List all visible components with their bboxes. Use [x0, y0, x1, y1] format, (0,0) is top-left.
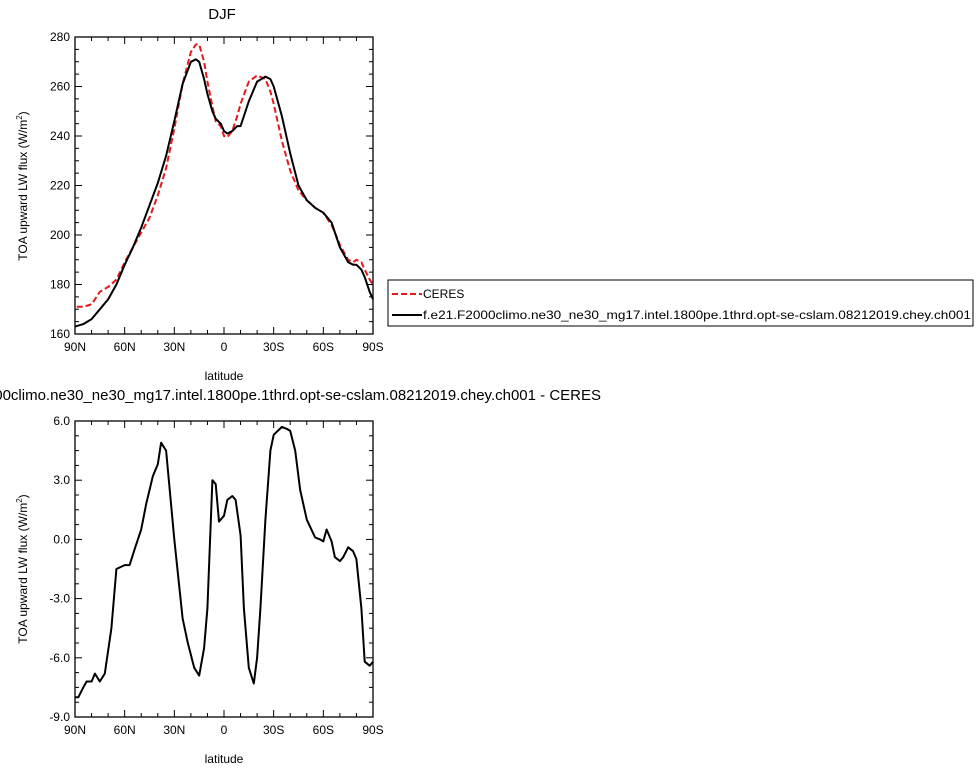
bottom-xtick-label: 60N: [114, 723, 136, 737]
top-panel-xlabel: latitude: [205, 369, 244, 383]
top-ytick-label: 220: [50, 179, 70, 193]
bottom-xtick-label: 90N: [64, 723, 86, 737]
bottom-xtick-label: 90S: [362, 723, 383, 737]
bottom-panel: f.e21.F2000climo.ne30_ne30_mg17.intel.18…: [0, 387, 601, 766]
bottom-panel-xlabel: latitude: [205, 752, 244, 766]
bottom-ytick-label: -9.0: [49, 710, 70, 724]
legend-model-label: f.e21.F2000climo.ne30_ne30_mg17.intel.18…: [423, 308, 971, 322]
top-panel-ylabel-end: ): [16, 111, 30, 115]
top-xtick-label: 90S: [362, 340, 383, 354]
bottom-ytick-label: -3.0: [49, 592, 70, 606]
top-ytick-label: 200: [50, 228, 70, 242]
bottom-ytick-label: -6.0: [49, 651, 70, 665]
bottom-panel-ylabel-main: TOA upward LW flux (W/m: [16, 503, 30, 644]
bottom-ytick-label: 6.0: [53, 414, 70, 428]
bottom-panel-series: [75, 425, 374, 699]
top-series-line-0: [76, 43, 374, 308]
top-panel-ylabel-main: TOA upward LW flux (W/m: [16, 120, 30, 261]
top-ytick-label: 260: [50, 80, 70, 94]
top-panel-ylabel-sup: 2: [15, 115, 24, 120]
legend-box: [387, 279, 974, 327]
top-xtick-label: 30N: [163, 340, 185, 354]
top-xtick-label: 90N: [64, 340, 86, 354]
top-ytick-label: 180: [50, 278, 70, 292]
bottom-panel-plot-frame: [74, 420, 374, 718]
bottom-xtick-label: 30N: [163, 723, 185, 737]
legend-ceres-label: CERES: [423, 287, 464, 301]
bottom-xtick-label: 0: [221, 723, 228, 737]
bottom-panel-title: f.e21.F2000climo.ne30_ne30_mg17.intel.18…: [0, 387, 601, 404]
top-ytick-label: 280: [50, 30, 70, 44]
bottom-panel-ylabel: TOA upward LW flux (W/m2): [15, 494, 30, 643]
bottom-panel-ylabel-end: ): [16, 494, 30, 498]
top-panel-series: [74, 43, 374, 328]
top-ytick-label: 240: [50, 129, 70, 143]
bottom-xtick-label: 60S: [313, 723, 334, 737]
bottom-ytick-label: 0.0: [53, 532, 70, 546]
top-series-line-1: [74, 58, 374, 328]
top-panel-plot-frame: [74, 36, 374, 335]
bottom-series-line-0: [75, 425, 374, 699]
top-xtick-label: 0: [221, 340, 228, 354]
top-xtick-label: 60S: [313, 340, 334, 354]
top-panel-ylabel: TOA upward LW flux (W/m2): [15, 111, 30, 260]
top-ytick-label: 160: [50, 327, 70, 341]
bottom-xtick-label: 30S: [263, 723, 284, 737]
top-panel-title: DJF: [208, 6, 236, 23]
bottom-panel-ylabel-sup: 2: [15, 498, 24, 503]
bottom-panel-ticks: 90N 60N 30N 0 30S 60S 90S -9.0 -6.0 -3.0 0.0 3.0 6.0: [49, 414, 383, 737]
legend: CERES f.e21.F2000climo.ne30_ne30_mg17.in…: [387, 279, 974, 327]
top-panel-ticks: 90N 60N 30N 0 30S 60S 90S 160 180 200 220 240 260 280: [50, 30, 384, 354]
top-xtick-label: 30S: [263, 340, 284, 354]
bottom-ytick-label: 3.0: [53, 473, 70, 487]
top-panel: DJF 90N 60N 30N 0 30S 60S 90S 160 180 200 220 240 26…: [15, 6, 384, 383]
top-xtick-label: 60N: [114, 340, 136, 354]
